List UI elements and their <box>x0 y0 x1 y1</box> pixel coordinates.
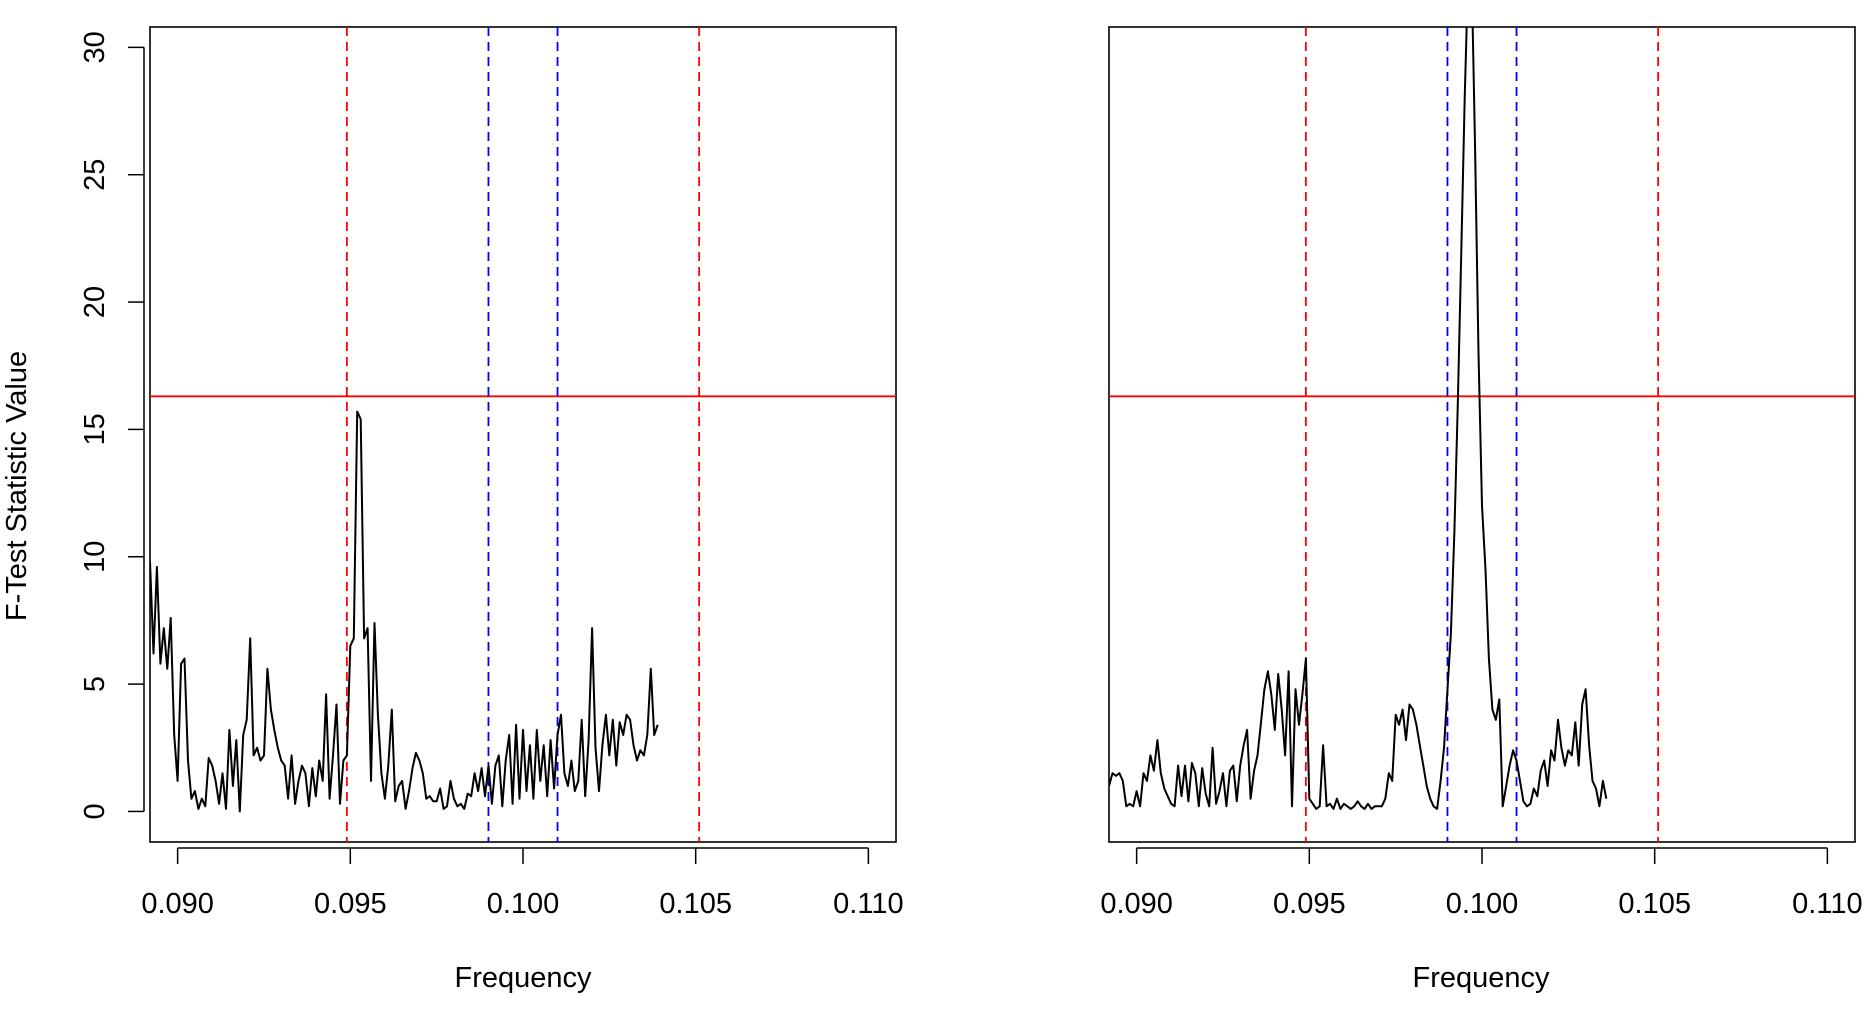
left-panel: Frequency F-Test Statistic Value 0.090 0.… <box>1 26 904 994</box>
left-y-tick-label: 5 <box>79 676 111 692</box>
left-y-tick-label: 25 <box>79 159 111 191</box>
left-y-tick-label: 0 <box>79 803 111 819</box>
left-x-tick-label: 0.110 <box>833 888 903 920</box>
left-y-tick-label: 20 <box>79 286 111 318</box>
right-series-line <box>1109 27 1608 810</box>
left-plot-frame <box>149 26 897 843</box>
right-x-tick-label: 0.090 <box>1100 888 1173 920</box>
left-x-tick-label: 0.095 <box>314 888 387 920</box>
left-y-axis-label: F-Test Statistic Value <box>1 351 33 621</box>
left-y-tick-label: 15 <box>79 413 111 445</box>
right-x-tick-label: 0.105 <box>1618 888 1691 920</box>
right-x-tick-label: 0.095 <box>1273 888 1346 920</box>
left-x-tick-label: 0.100 <box>487 888 560 920</box>
left-y-tick-label: 30 <box>79 31 111 63</box>
right-x-tick-label: 0.110 <box>1792 888 1862 920</box>
left-x-axis-label: Frequency <box>454 962 592 994</box>
left-x-tick-label: 0.105 <box>659 888 732 920</box>
right-plot-frame <box>1108 26 1856 843</box>
right-x-axis-label: Frequency <box>1412 962 1550 994</box>
right-x-tick-label: 0.100 <box>1446 888 1519 920</box>
left-y-tick-label: 10 <box>79 541 111 573</box>
left-x-tick-label: 0.090 <box>141 888 214 920</box>
left-series-line <box>150 410 659 813</box>
right-panel: Frequency 0.090 0.095 0.100 0.105 0.110 <box>1100 26 1863 994</box>
